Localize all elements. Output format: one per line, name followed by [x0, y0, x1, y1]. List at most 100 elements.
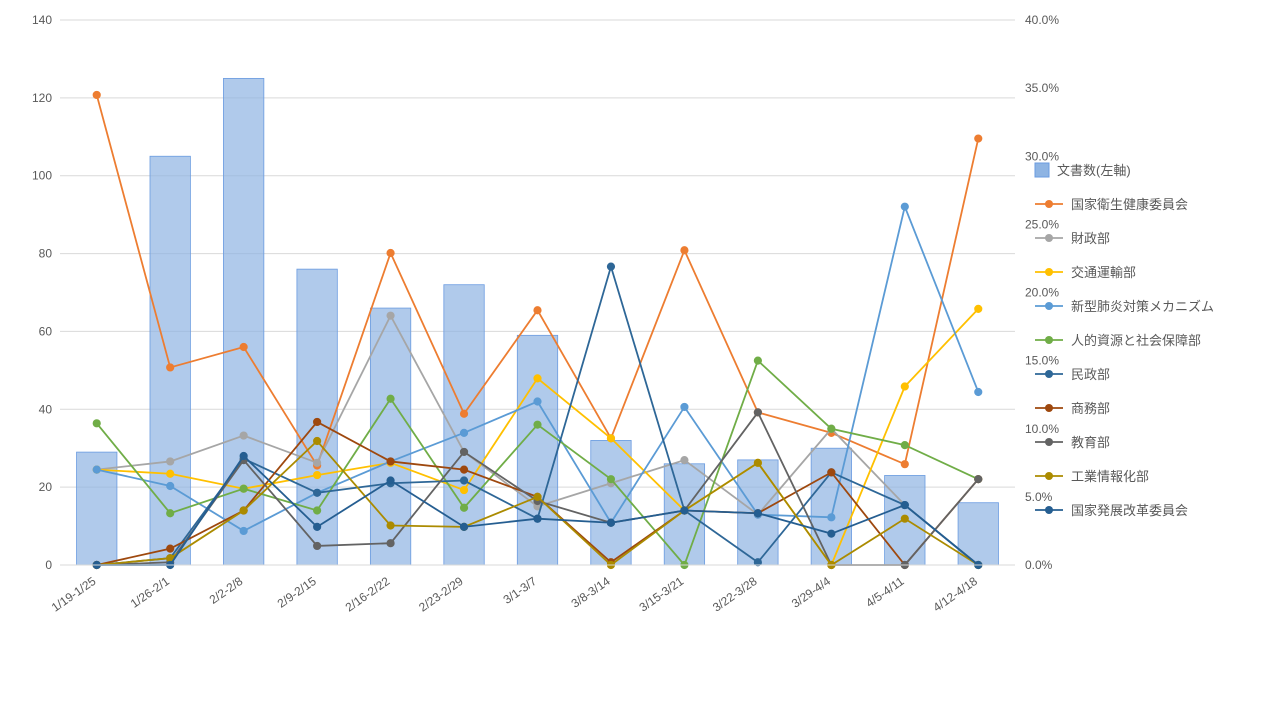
series-marker: [975, 305, 982, 312]
series-marker: [314, 489, 321, 496]
legend-label: 文書数(左軸): [1057, 163, 1131, 178]
y-right-tick-label: 5.0%: [1025, 490, 1053, 504]
series-marker: [387, 312, 394, 319]
y-left-tick-label: 0: [45, 558, 52, 572]
legend-label: 民政部: [1071, 367, 1110, 382]
series-marker: [975, 388, 982, 395]
legend-marker: [1045, 370, 1053, 378]
y-right-tick-label: 20.0%: [1025, 286, 1059, 300]
series-marker: [387, 395, 394, 402]
series-marker: [167, 510, 174, 517]
y-right-tick-label: 25.0%: [1025, 217, 1059, 231]
series-marker: [167, 482, 174, 489]
y-left-tick-label: 120: [32, 91, 52, 105]
series-marker: [314, 507, 321, 514]
series-marker: [534, 375, 541, 382]
legend-marker: [1045, 404, 1053, 412]
series-marker: [314, 459, 321, 466]
series-marker: [534, 398, 541, 405]
series-marker: [93, 420, 100, 427]
series-marker: [534, 493, 541, 500]
y-left-tick-label: 80: [39, 247, 53, 261]
series-marker: [240, 432, 247, 439]
series-marker: [901, 461, 908, 468]
legend-label: 教育部: [1071, 435, 1110, 450]
legend-label: 新型肺炎対策メカニズム: [1071, 299, 1214, 314]
series-marker: [240, 527, 247, 534]
series-marker: [314, 542, 321, 549]
series-marker: [461, 410, 468, 417]
series-marker: [901, 502, 908, 509]
legend-marker: [1045, 268, 1053, 276]
series-marker: [828, 530, 835, 537]
y-left-tick-label: 100: [32, 169, 52, 183]
series-marker: [387, 540, 394, 547]
series-marker: [314, 523, 321, 530]
series-marker: [828, 469, 835, 476]
legend-marker: [1045, 336, 1053, 344]
y-right-tick-label: 30.0%: [1025, 149, 1059, 163]
y-left-tick-label: 60: [39, 324, 53, 338]
legend-label: 商務部: [1071, 401, 1110, 416]
bar: [297, 269, 337, 565]
series-marker: [607, 263, 614, 270]
series-marker: [93, 466, 100, 473]
y-right-tick-label: 0.0%: [1025, 558, 1053, 572]
legend-marker: [1045, 506, 1053, 514]
series-marker: [461, 429, 468, 436]
series-marker: [607, 519, 614, 526]
series-marker: [387, 249, 394, 256]
y-right-tick-label: 40.0%: [1025, 13, 1059, 27]
legend-label: 国家衛生健康委員会: [1071, 197, 1188, 212]
series-marker: [167, 470, 174, 477]
series-marker: [901, 442, 908, 449]
series-marker: [681, 507, 688, 514]
y-right-tick-label: 10.0%: [1025, 422, 1059, 436]
series-marker: [681, 403, 688, 410]
series-marker: [754, 459, 761, 466]
series-marker: [314, 418, 321, 425]
combo-chart: 0 20 40 60 80 100 120 140 0.0% 5.0% 10.0% 15.0% 20.0…: [0, 0, 1262, 701]
series-marker: [167, 458, 174, 465]
series-marker: [681, 457, 688, 464]
series-marker: [461, 523, 468, 530]
legend-label: 工業情報化部: [1071, 469, 1149, 484]
series-marker: [754, 409, 761, 416]
series-marker: [754, 357, 761, 364]
legend-marker: [1045, 472, 1053, 480]
series-marker: [240, 485, 247, 492]
legend-label: 交通運輸部: [1071, 265, 1136, 280]
series-marker: [240, 507, 247, 514]
legend-label: 人的資源と社会保障部: [1071, 333, 1201, 348]
series-marker: [240, 344, 247, 351]
series-marker: [167, 545, 174, 552]
series-marker: [387, 477, 394, 484]
legend-marker: [1045, 302, 1053, 310]
y-left-tick-label: 40: [39, 402, 53, 416]
series-marker: [314, 438, 321, 445]
series-marker: [681, 247, 688, 254]
series-marker: [975, 135, 982, 142]
series-marker: [461, 477, 468, 484]
legend-marker: [1045, 438, 1053, 446]
series-marker: [461, 448, 468, 455]
y-right-tick-label: 35.0%: [1025, 81, 1059, 95]
series-marker: [167, 364, 174, 371]
series-marker: [607, 435, 614, 442]
series-marker: [387, 522, 394, 529]
y-left-tick-label: 20: [39, 480, 53, 494]
series-marker: [93, 91, 100, 98]
series-marker: [901, 203, 908, 210]
y-right-tick-label: 15.0%: [1025, 354, 1059, 368]
bar: [811, 448, 851, 565]
legend-marker: [1045, 234, 1053, 242]
series-marker: [901, 515, 908, 522]
legend-label: 国家発展改革委員会: [1071, 503, 1188, 518]
y-left-tick-label: 140: [32, 13, 52, 27]
legend-marker: [1045, 200, 1053, 208]
legend-swatch-bar: [1035, 163, 1049, 177]
series-marker: [607, 476, 614, 483]
series-marker: [754, 510, 761, 517]
series-marker: [975, 476, 982, 483]
series-marker: [828, 425, 835, 432]
